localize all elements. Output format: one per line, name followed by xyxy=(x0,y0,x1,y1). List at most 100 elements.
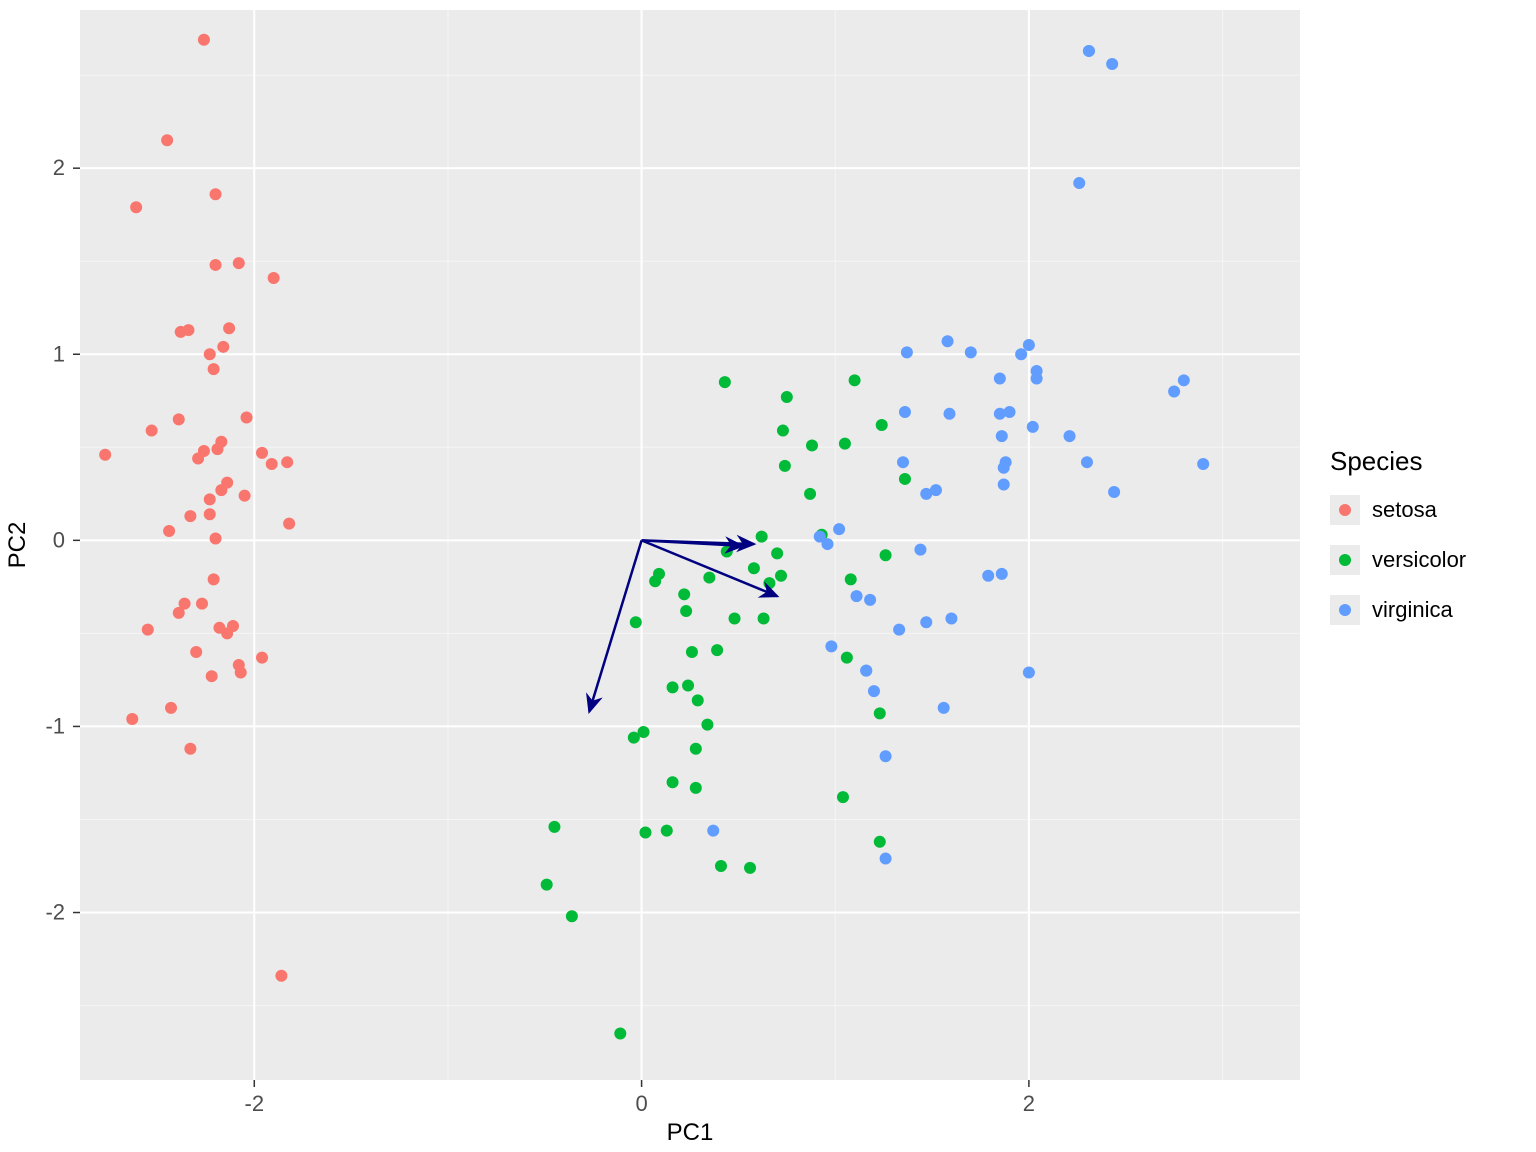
point-versicolor xyxy=(701,719,713,731)
point-setosa xyxy=(161,134,173,146)
point-virginica xyxy=(1015,348,1027,360)
point-setosa xyxy=(256,447,268,459)
point-versicolor xyxy=(756,531,768,543)
point-virginica xyxy=(1031,372,1043,384)
point-setosa xyxy=(227,620,239,632)
point-versicolor xyxy=(758,613,770,625)
point-versicolor xyxy=(639,827,651,839)
legend-swatch-icon xyxy=(1339,554,1351,566)
point-versicolor xyxy=(667,681,679,693)
point-versicolor xyxy=(690,743,702,755)
point-setosa xyxy=(210,532,222,544)
point-versicolor xyxy=(804,488,816,500)
point-setosa xyxy=(130,201,142,213)
point-virginica xyxy=(998,479,1010,491)
point-virginica xyxy=(994,372,1006,384)
point-virginica xyxy=(942,335,954,347)
point-setosa xyxy=(190,646,202,658)
y-tick-label: 2 xyxy=(53,155,65,180)
point-virginica xyxy=(899,406,911,418)
point-versicolor xyxy=(771,547,783,559)
point-setosa xyxy=(165,702,177,714)
point-setosa xyxy=(210,259,222,271)
point-virginica xyxy=(1197,458,1209,470)
legend-swatch-icon xyxy=(1339,504,1351,516)
point-versicolor xyxy=(653,568,665,580)
point-virginica xyxy=(897,456,909,468)
point-virginica xyxy=(860,665,872,677)
point-virginica xyxy=(1064,430,1076,442)
point-setosa xyxy=(215,484,227,496)
point-virginica xyxy=(1027,421,1039,433)
point-setosa xyxy=(126,713,138,725)
y-tick-label: -2 xyxy=(45,900,65,925)
point-virginica xyxy=(938,702,950,714)
x-tick-label: 2 xyxy=(1023,1091,1035,1116)
legend-title: Species xyxy=(1330,446,1423,476)
x-tick-label: -2 xyxy=(245,1091,265,1116)
point-virginica xyxy=(707,825,719,837)
point-virginica xyxy=(833,523,845,535)
point-virginica xyxy=(982,570,994,582)
point-setosa xyxy=(204,348,216,360)
point-virginica xyxy=(901,346,913,358)
legend-label: setosa xyxy=(1372,497,1438,522)
point-virginica xyxy=(1168,385,1180,397)
point-setosa xyxy=(266,458,278,470)
point-virginica xyxy=(1178,374,1190,386)
point-versicolor xyxy=(690,782,702,794)
point-versicolor xyxy=(779,460,791,472)
point-versicolor xyxy=(849,374,861,386)
point-versicolor xyxy=(703,572,715,584)
point-versicolor xyxy=(763,577,775,589)
point-setosa xyxy=(196,598,208,610)
point-versicolor xyxy=(667,776,679,788)
point-versicolor xyxy=(680,605,692,617)
point-virginica xyxy=(1073,177,1085,189)
point-virginica xyxy=(1083,45,1095,57)
point-setosa xyxy=(223,322,235,334)
point-setosa xyxy=(184,743,196,755)
point-versicolor xyxy=(661,825,673,837)
point-virginica xyxy=(930,484,942,496)
point-versicolor xyxy=(719,376,731,388)
legend-swatch-icon xyxy=(1339,604,1351,616)
point-versicolor xyxy=(630,616,642,628)
legend-label: versicolor xyxy=(1372,547,1466,572)
point-setosa xyxy=(206,670,218,682)
point-setosa xyxy=(239,490,251,502)
point-versicolor xyxy=(775,570,787,582)
point-versicolor xyxy=(880,549,892,561)
point-versicolor xyxy=(874,707,886,719)
point-virginica xyxy=(880,750,892,762)
y-axis-title: PC2 xyxy=(4,522,31,569)
point-versicolor xyxy=(678,588,690,600)
legend-label: virginica xyxy=(1372,597,1453,622)
point-virginica xyxy=(996,430,1008,442)
point-setosa xyxy=(208,363,220,375)
point-setosa xyxy=(204,493,216,505)
point-virginica xyxy=(996,568,1008,580)
point-versicolor xyxy=(628,732,640,744)
point-versicolor xyxy=(837,791,849,803)
point-setosa xyxy=(233,257,245,269)
point-virginica xyxy=(920,616,932,628)
point-versicolor xyxy=(614,1027,626,1039)
point-versicolor xyxy=(744,862,756,874)
point-versicolor xyxy=(748,562,760,574)
point-setosa xyxy=(268,272,280,284)
y-tick-label: -1 xyxy=(45,713,65,738)
point-versicolor xyxy=(841,652,853,664)
point-versicolor xyxy=(686,646,698,658)
point-virginica xyxy=(821,538,833,550)
point-setosa xyxy=(142,624,154,636)
point-virginica xyxy=(868,685,880,697)
point-virginica xyxy=(965,346,977,358)
point-versicolor xyxy=(845,573,857,585)
point-versicolor xyxy=(876,419,888,431)
point-setosa xyxy=(275,970,287,982)
point-virginica xyxy=(1081,456,1093,468)
point-setosa xyxy=(146,425,158,437)
point-virginica xyxy=(1108,486,1120,498)
point-virginica xyxy=(864,594,876,606)
